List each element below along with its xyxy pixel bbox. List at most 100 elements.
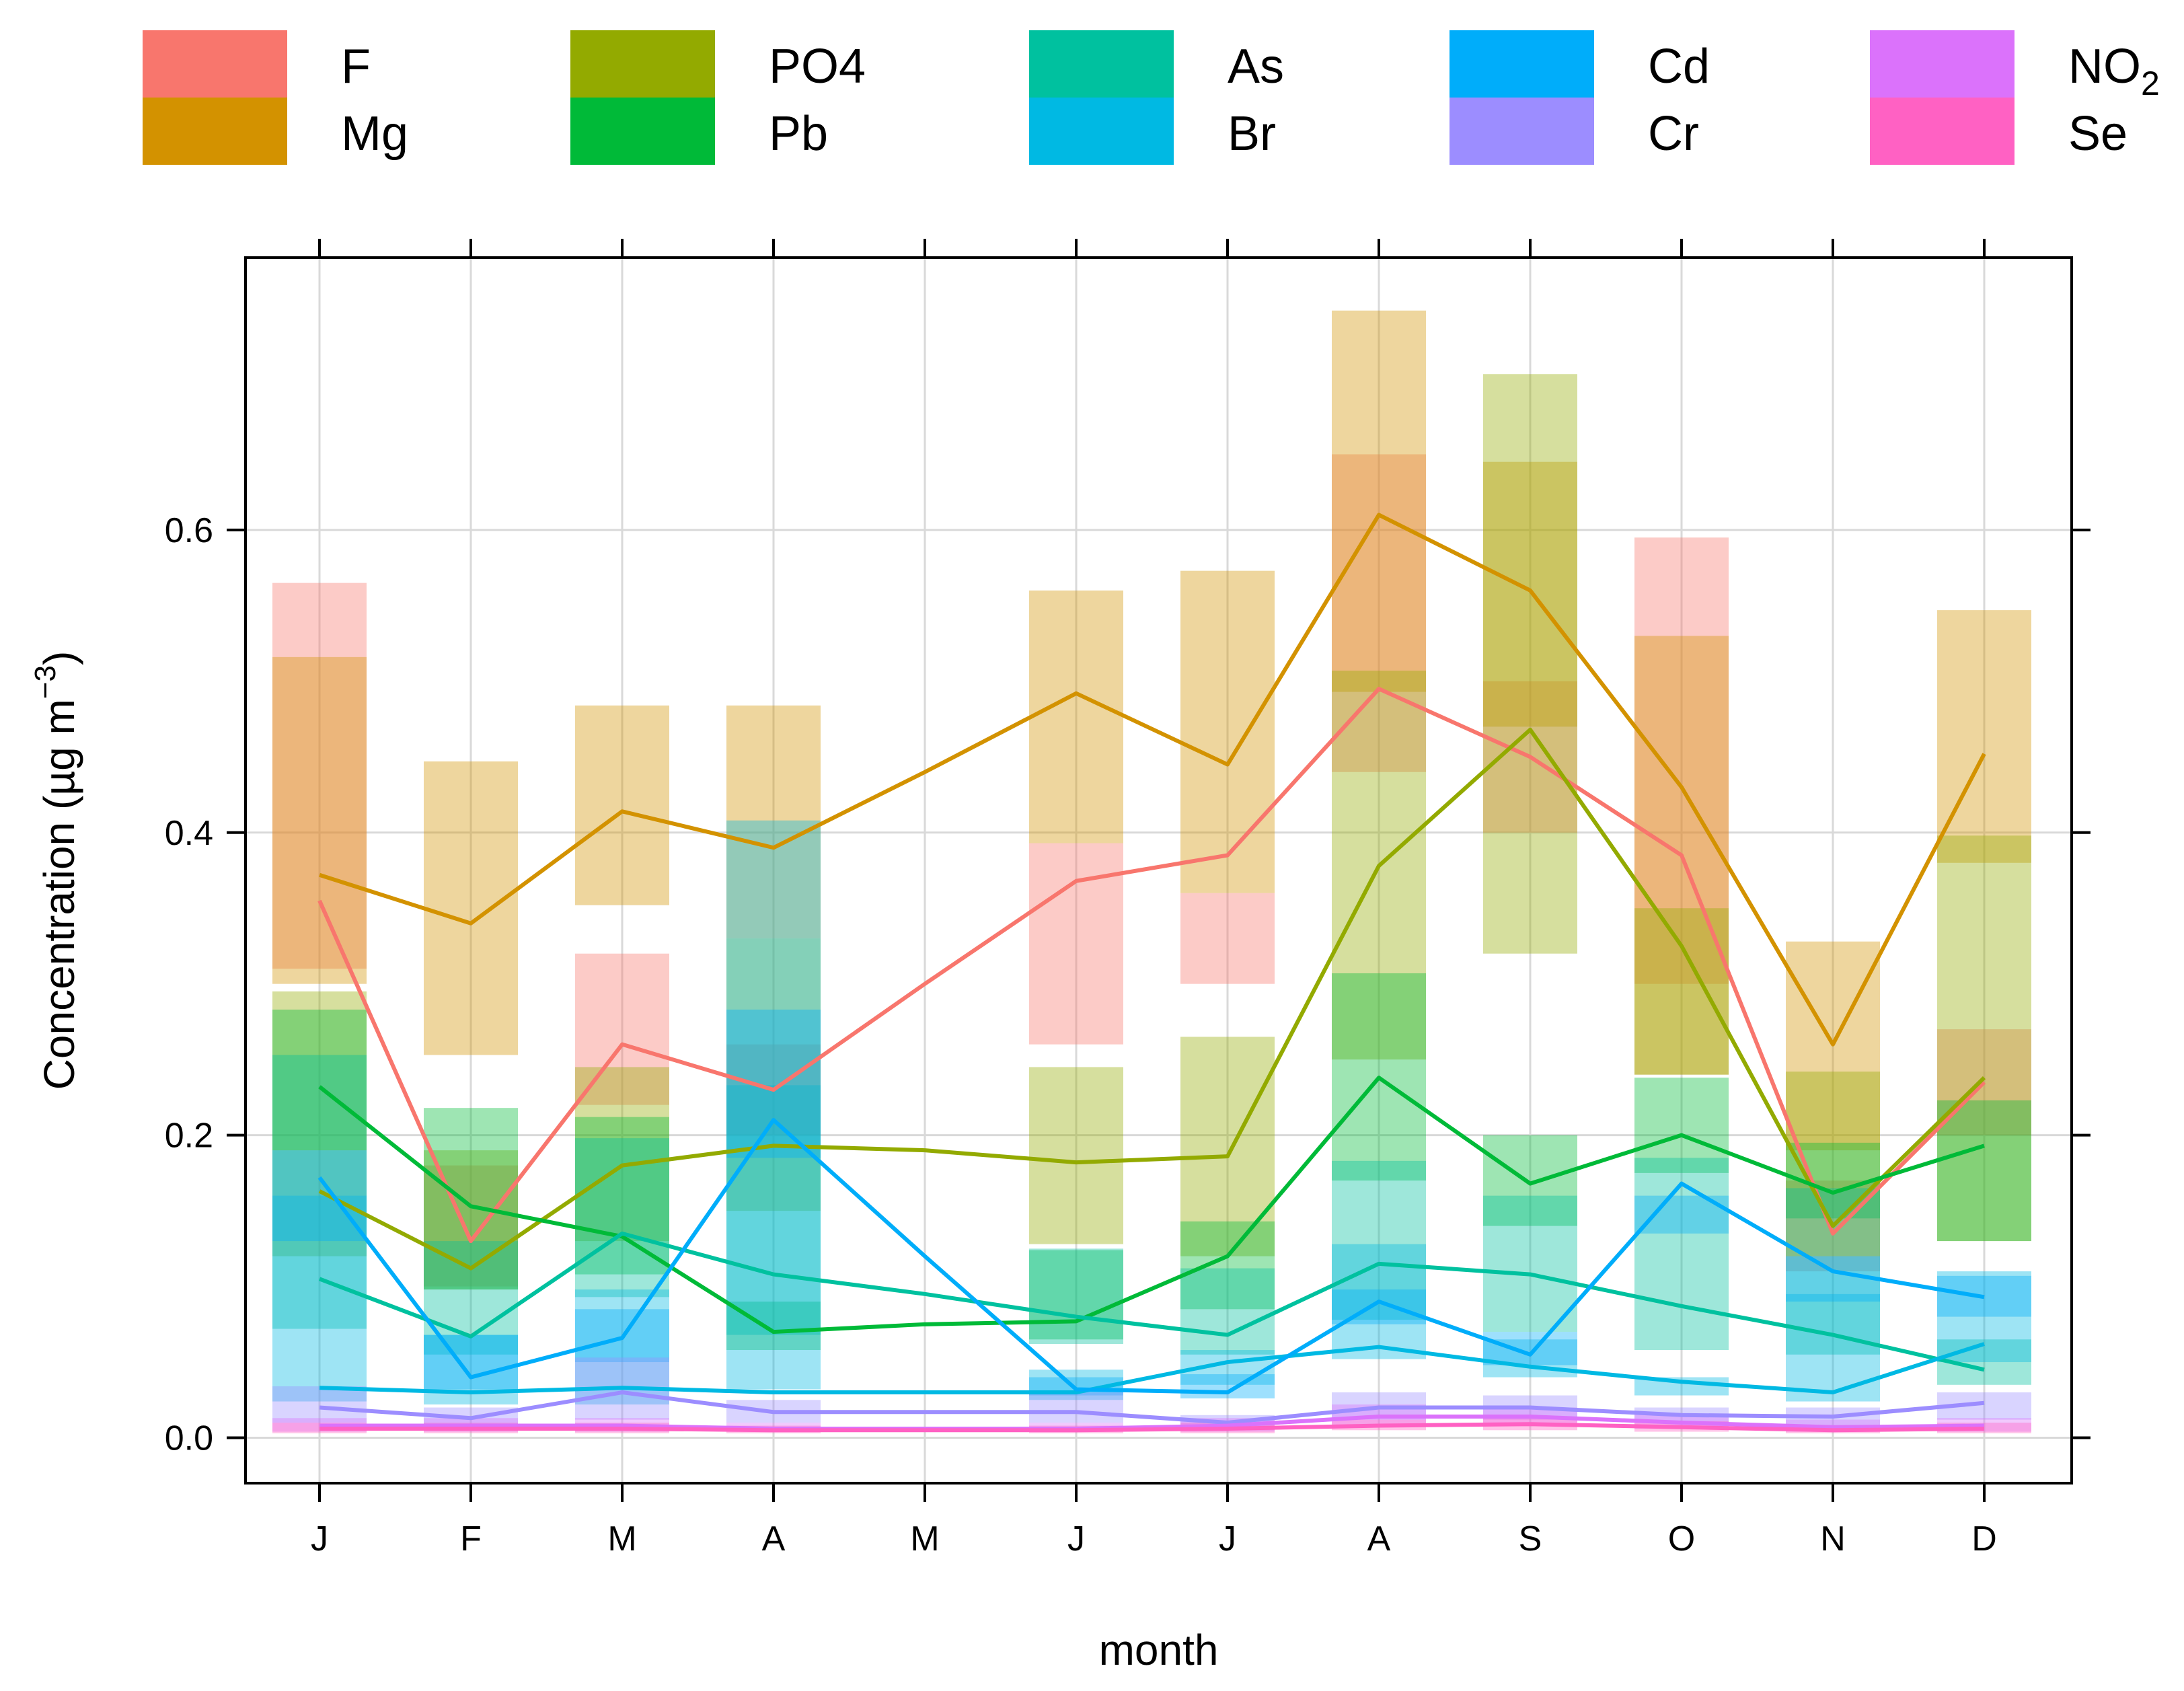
band-group-Cr [272, 1357, 2031, 1431]
band-Mg-8 [1483, 461, 1577, 727]
band-Cd-10 [1786, 1256, 1880, 1302]
band-As-8 [1483, 1195, 1577, 1332]
y-axis-title: Concentration (µg m−3) [29, 651, 83, 1090]
legend-label-Cd: Cd [1648, 40, 1710, 93]
band-As-3 [726, 1085, 821, 1335]
legend-label-Se: Se [2068, 107, 2127, 161]
x-tick-label: J [1067, 1519, 1085, 1558]
series-line-As [318, 1231, 1985, 1372]
legend-label-As: As [1228, 40, 1284, 93]
band-PO4-8 [1483, 374, 1577, 954]
band-Mg-1 [424, 761, 518, 1055]
band-Pb-2 [575, 1117, 669, 1275]
band-Cd-8 [1483, 1332, 1577, 1365]
legend-label-NO2: NO2 [2068, 40, 2160, 102]
y-axis-title-unit: µg m [35, 699, 83, 796]
x-tick-label: M [607, 1519, 636, 1558]
legend-label-PO4: PO4 [769, 40, 866, 93]
band-F-7 [1332, 454, 1426, 772]
legend-key-Cd [1449, 30, 1594, 98]
band-Mg-3 [726, 705, 821, 939]
band-Mg-11 [1937, 610, 2031, 863]
legend-label-Mg: Mg [341, 107, 408, 161]
legend-key-As [1029, 30, 1174, 98]
band-Br-0 [272, 1195, 367, 1402]
series-lines [317, 513, 1986, 1433]
legend-key-F [143, 30, 287, 98]
legend-key-Br [1029, 98, 1174, 165]
band-Pb-6 [1180, 1221, 1275, 1310]
x-tick-label: J [311, 1519, 328, 1558]
series-line-Cd [317, 1118, 1985, 1395]
band-Cd-1 [424, 1335, 518, 1390]
plot-frame [244, 256, 2073, 1485]
x-tick-label: N [1820, 1519, 1846, 1558]
y-tick-label: 0.2 [165, 1117, 213, 1156]
x-tick-label: S [1519, 1519, 1542, 1558]
band-Cd-6 [1180, 1374, 1275, 1399]
legend-label-F: F [341, 40, 371, 93]
legend-key-Pb [570, 98, 715, 165]
x-tick-label: J [1219, 1519, 1236, 1558]
band-Pb-9 [1634, 1078, 1729, 1173]
band-group-Br [272, 820, 2031, 1405]
legend-label-Pb: Pb [769, 107, 828, 161]
band-PO4-2 [575, 1067, 669, 1242]
band-PO4-5 [1029, 1067, 1123, 1244]
legend-key-NO2 [1870, 30, 2014, 98]
y-tick-label: 0.6 [165, 511, 213, 550]
band-Br-3 [726, 820, 821, 1390]
x-tick-label: A [762, 1519, 786, 1558]
band-Pb-0 [272, 1009, 367, 1151]
band-Cr-0 [272, 1386, 367, 1423]
band-As-5 [1029, 1248, 1123, 1345]
plot-grid [246, 258, 2072, 1483]
x-tick-label: M [910, 1519, 939, 1558]
band-As-7 [1332, 1160, 1426, 1320]
band-As-6 [1180, 1268, 1275, 1355]
band-Pb-3 [726, 1302, 821, 1351]
y-axis-title-exponent: −3 [29, 665, 62, 699]
y-tick-label: 0.4 [165, 814, 213, 853]
band-Cd-0 [272, 1150, 367, 1242]
band-Mg-7 [1332, 310, 1426, 692]
bands [272, 310, 2031, 1433]
band-Mg-0 [272, 656, 367, 984]
legend-key-Mg [143, 98, 287, 165]
band-group-As [272, 1055, 2031, 1385]
band-Pb-5 [1029, 1250, 1123, 1340]
x-tick-label: F [460, 1519, 482, 1558]
band-Br-10 [1786, 1293, 1880, 1402]
y-axis-title-main: Concentration ( [35, 796, 83, 1090]
x-tick-label: D [1971, 1519, 1997, 1558]
band-Mg-2 [575, 705, 669, 905]
band-group-PO4 [272, 374, 2031, 1290]
series-line-Se [319, 1422, 1985, 1433]
band-PO4-0 [272, 991, 367, 1256]
series-line-Pb [318, 1076, 1985, 1335]
axes: J F M A M J J A S O N D 0.0 0.2 0.4 0.6 [165, 239, 2091, 1558]
series-line-F [317, 687, 1986, 1244]
band-group-F [272, 454, 2031, 1287]
y-axis-title-close: ) [35, 651, 83, 665]
x-axis-title: month [1099, 1626, 1219, 1674]
legend-label-subscript: 2 [2141, 65, 2160, 102]
series-line-Br [319, 1342, 1985, 1395]
series-line-PO4 [318, 727, 1986, 1271]
band-F-9 [1634, 537, 1729, 984]
band-Pb-8 [1483, 1135, 1577, 1226]
band-PO4-11 [1937, 835, 2031, 1242]
band-F-2 [575, 953, 669, 1105]
series-line-Cr [319, 1390, 1985, 1425]
band-Cd-3 [726, 1009, 821, 1158]
band-Mg-5 [1029, 590, 1123, 843]
band-Cr-5 [1029, 1392, 1123, 1423]
y-tick-label: 0.0 [165, 1419, 213, 1458]
x-tick-label: A [1367, 1519, 1391, 1558]
legend-label-Br: Br [1228, 107, 1276, 161]
band-Mg-6 [1180, 570, 1275, 893]
legend-key-PO4 [570, 30, 715, 98]
series-line-Mg [319, 513, 1986, 1047]
